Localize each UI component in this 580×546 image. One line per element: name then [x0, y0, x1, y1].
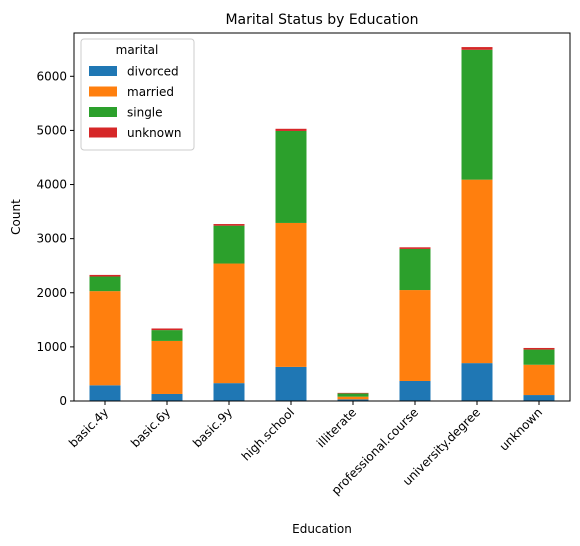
bar-unknown-high.school [275, 128, 307, 131]
bar-married-unknown [523, 364, 555, 396]
y-tick-label: 1000 [36, 340, 67, 354]
bar-divorced-unknown [523, 395, 555, 401]
bar-divorced-basic.4y [89, 385, 121, 401]
y-tick-label: 6000 [36, 69, 67, 83]
y-tick-label: 3000 [36, 232, 67, 246]
bar-married-professional.course [399, 290, 431, 381]
bar-married-basic.9y [213, 263, 245, 384]
legend-swatch-single [89, 107, 117, 117]
legend-label-single: single [127, 106, 163, 120]
y-tick-label: 4000 [36, 178, 67, 192]
legend-swatch-unknown [89, 127, 117, 138]
bars-group [89, 47, 555, 401]
legend-items: divorced married single unknown [89, 65, 182, 140]
bar-unknown-university.degree [461, 47, 493, 50]
y-axis-label: Count [9, 199, 23, 235]
bar-single-university.degree [461, 49, 493, 180]
bar-married-basic.4y [89, 291, 121, 386]
bar-single-illiterate [337, 393, 369, 397]
x-tick-label: basic.6y [128, 405, 173, 450]
bar-single-professional.course [399, 248, 431, 291]
plot-frame [73, 32, 571, 402]
bar-married-university.degree [461, 179, 493, 364]
bar-single-unknown [523, 349, 555, 365]
y-tick-label: 0 [59, 394, 67, 408]
x-tick-label: basic.4y [66, 405, 111, 450]
bar-unknown-basic.9y [213, 224, 245, 226]
bar-divorced-university.degree [461, 363, 493, 401]
legend: marital divorced married single unknown [80, 38, 195, 151]
legend-swatch-married [89, 86, 117, 97]
x-tick-label: unknown [497, 405, 545, 453]
bar-divorced-basic.9y [213, 383, 245, 401]
x-tick-label: illiterate [314, 405, 359, 450]
legend-label-unknown: unknown [127, 126, 182, 140]
y-tick-label: 2000 [36, 286, 67, 300]
bar-married-high.school [275, 222, 307, 367]
bar-divorced-professional.course [399, 380, 431, 401]
bar-single-basic.4y [89, 276, 121, 292]
bar-unknown-basic.4y [89, 274, 121, 277]
bar-married-illiterate [337, 396, 369, 400]
x-axis: basic.4y basic.6y basic.9y high.school illit… [66, 401, 545, 498]
x-tick-label: high.school [239, 405, 297, 463]
bar-divorced-basic.6y [151, 393, 183, 401]
chart-title: Marital Status by Education [225, 12, 418, 28]
bar-unknown-unknown [523, 347, 555, 350]
x-axis-label: Education [292, 522, 352, 536]
bar-single-high.school [275, 130, 307, 223]
bar-divorced-illiterate [337, 399, 369, 401]
legend-label-married: married [127, 85, 174, 99]
legend-label-divorced: divorced [127, 65, 179, 79]
bar-unknown-basic.6y [151, 328, 183, 331]
bar-single-basic.6y [151, 330, 183, 341]
legend-swatch-divorced [89, 66, 117, 76]
y-tick-label: 5000 [36, 123, 67, 137]
y-axis: 0 1000 2000 3000 4000 5000 6000 [36, 69, 74, 408]
legend-title: marital [116, 43, 159, 57]
bar-divorced-high.school [275, 366, 307, 401]
bar-unknown-professional.course [399, 247, 431, 249]
bar-married-basic.6y [151, 340, 183, 394]
bar-single-basic.9y [213, 225, 245, 264]
x-tick-label: basic.9y [190, 405, 235, 450]
bar-unknown-illiterate [337, 392, 369, 394]
